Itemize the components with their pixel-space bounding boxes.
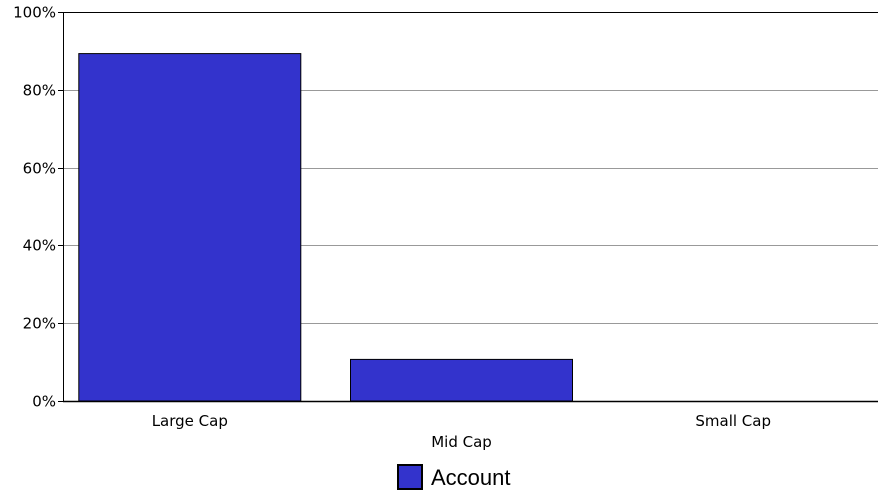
y-tick-label: 100% xyxy=(13,4,56,22)
y-tick-label: 80% xyxy=(23,82,56,100)
axes xyxy=(63,12,878,403)
x-category-label: Large Cap xyxy=(152,412,228,430)
x-category-label: Small Cap xyxy=(695,412,771,430)
bar-mid-cap xyxy=(350,358,573,402)
bars xyxy=(78,53,573,402)
x-category-label: Mid Cap xyxy=(431,433,492,451)
bar-large-cap xyxy=(78,53,302,402)
y-tick-label: 20% xyxy=(23,315,56,333)
y-axis-ticks: 0% 20% 40% 60% 80% 100% xyxy=(13,4,63,411)
y-tick-label: 60% xyxy=(23,160,56,178)
y-tick-label: 0% xyxy=(32,393,56,411)
x-axis-labels: Large Cap Mid Cap Small Cap xyxy=(152,412,771,451)
legend-label: Account xyxy=(431,465,511,490)
legend: Account xyxy=(397,464,511,490)
y-tick-label: 40% xyxy=(23,237,56,255)
legend-swatch xyxy=(397,464,423,490)
